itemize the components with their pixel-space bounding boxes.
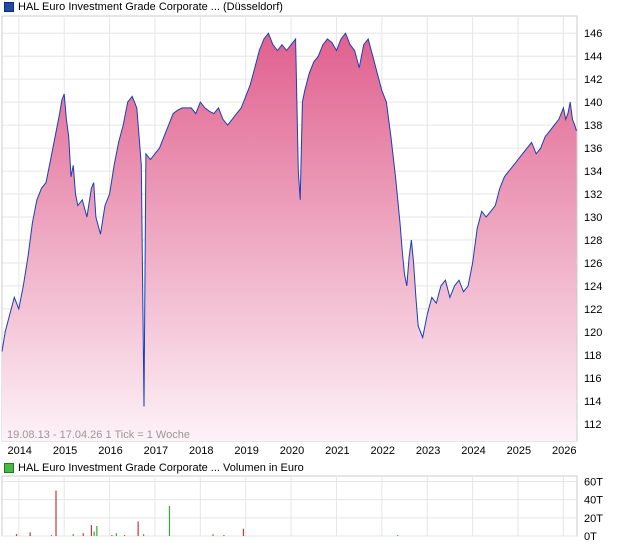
price-y-tick-label: 128: [584, 235, 602, 247]
volume-y-tick-label: 20T: [584, 513, 603, 525]
price-y-tick-label: 114: [584, 396, 602, 408]
volume-y-tick-label: 40T: [584, 495, 603, 507]
price-y-tick-label: 146: [584, 28, 602, 40]
volume-plot-frame: [1, 475, 578, 537]
price-chart-title: HAL Euro Investment Grade Corporate ... …: [18, 1, 283, 13]
volume-chart-title: HAL Euro Investment Grade Corporate ... …: [18, 462, 304, 474]
price-y-tick-label: 136: [584, 143, 602, 155]
price-x-tick-label: 2026: [552, 445, 576, 457]
price-x-tick-label: 2021: [325, 445, 349, 457]
volume-y-ticks: 0T 20T 40T 60T: [584, 476, 603, 543]
price-area: [2, 33, 577, 441]
price-caption: 19.08.13 - 17.04.26 1 Tick = 1 Woche: [7, 429, 190, 441]
price-x-tick-label: 2024: [461, 445, 485, 457]
price-x-tick-label: 2020: [280, 445, 304, 457]
price-y-tick-label: 130: [584, 212, 602, 224]
volume-legend-swatch: [4, 463, 14, 473]
price-y-tick-label: 116: [584, 373, 602, 385]
volume-grid: [2, 476, 577, 537]
price-x-tick-label: 2017: [144, 445, 168, 457]
price-y-tick-label: 112: [584, 419, 602, 431]
price-y-tick-label: 142: [584, 74, 602, 86]
volume-y-tick-label: 60T: [584, 476, 603, 488]
price-x-tick-label: 2025: [507, 445, 531, 457]
volume-bars: [15, 490, 399, 536]
price-x-tick-label: 2014: [7, 445, 31, 457]
price-y-tick-label: 134: [584, 166, 602, 178]
price-x-tick-label: 2022: [371, 445, 395, 457]
price-y-tick-label: 132: [584, 189, 602, 201]
price-y-tick-label: 124: [584, 281, 602, 293]
price-x-ticks: 2014 2015 2016 2017 2018 2019 2020 2021 2022 2023…: [7, 445, 576, 457]
price-legend: HAL Euro Investment Grade Corporate ... …: [4, 0, 283, 14]
price-y-ticks: 112 114 116 118 120 122 124 126 128 130 132 134 136 1…: [584, 28, 602, 431]
volume-y-tick-label: 0T: [584, 531, 597, 543]
price-y-tick-label: 144: [584, 51, 602, 63]
price-y-tick-label: 140: [584, 97, 602, 109]
price-x-tick-label: 2019: [234, 445, 258, 457]
price-legend-swatch: [4, 2, 14, 12]
price-x-tick-label: 2018: [189, 445, 213, 457]
price-x-tick-label: 2016: [98, 445, 122, 457]
price-y-tick-label: 126: [584, 258, 602, 270]
price-y-tick-label: 122: [584, 304, 602, 316]
volume-legend: HAL Euro Investment Grade Corporate ... …: [4, 461, 304, 475]
price-y-tick-label: 118: [584, 350, 602, 362]
price-line: [1, 32, 577, 407]
price-x-tick-label: 2023: [416, 445, 440, 457]
price-x-tick-label: 2015: [53, 445, 77, 457]
price-y-tick-label: 138: [584, 120, 602, 132]
price-y-tick-label: 120: [584, 327, 602, 339]
